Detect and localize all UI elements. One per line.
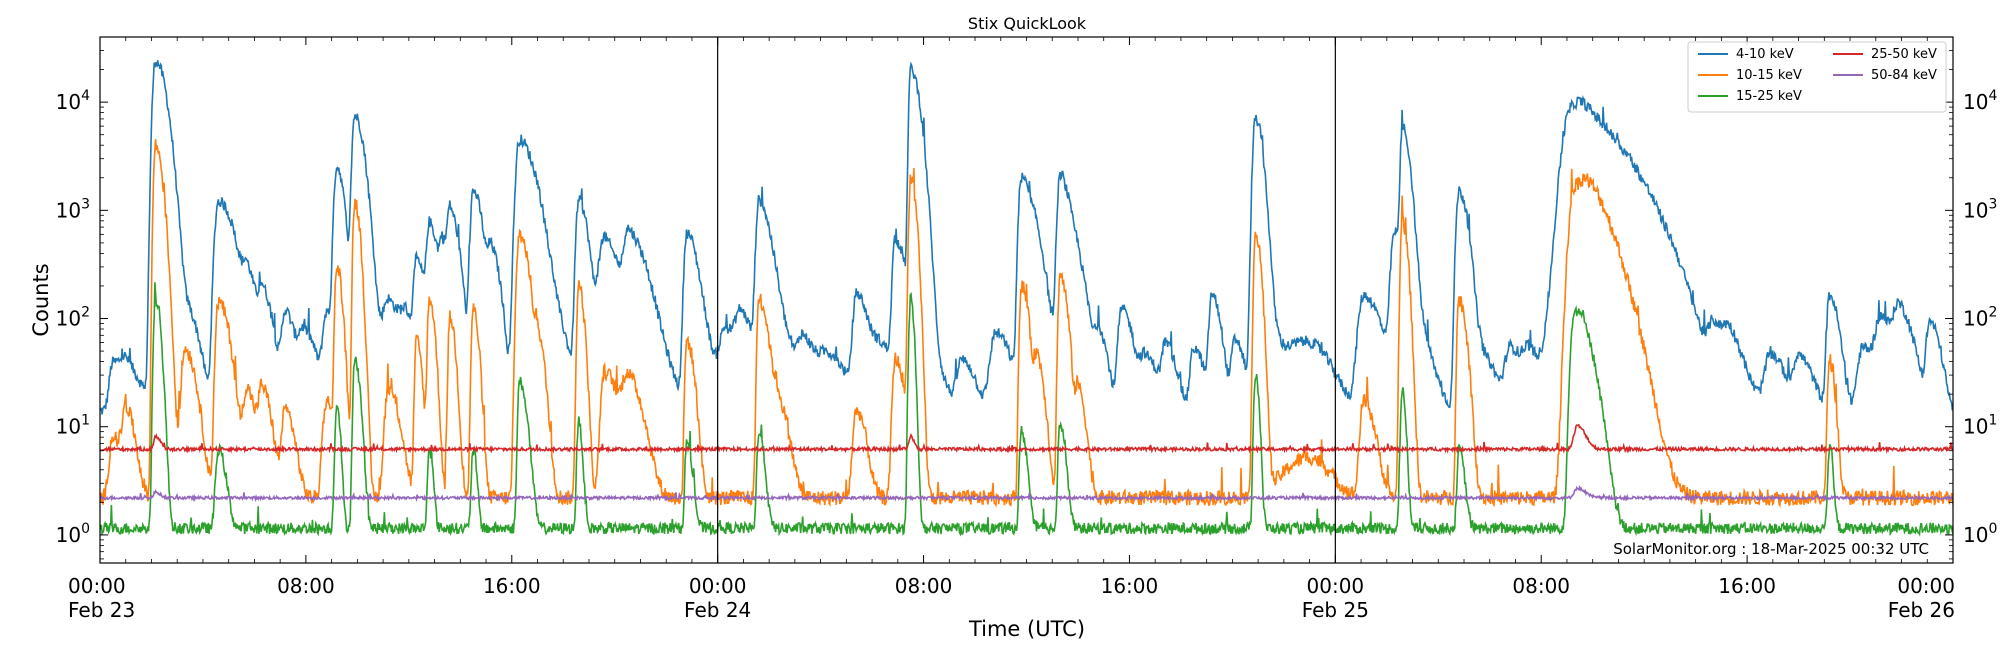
y-tick-label-right: 102 [1963, 305, 1997, 331]
series-line-15-25-kev [100, 282, 1953, 537]
x-tick-label-date: Feb 24 [684, 598, 751, 622]
x-tick-label-time: 08:00 [1512, 574, 1570, 598]
chart-title: Stix QuickLook [968, 14, 1087, 33]
y-tick-label-right: 104 [1963, 88, 1997, 114]
credit-text: SolarMonitor.org : 18-Mar-2025 00:32 UTC [1613, 540, 1929, 558]
x-tick-label-time: 16:00 [1718, 574, 1776, 598]
legend-box [1687, 41, 1947, 113]
legend-label-25-50-kev: 25-50 keV [1871, 47, 1937, 62]
series-line-50-84-kev [100, 484, 1953, 503]
series-line-25-50-kev [100, 423, 1953, 454]
x-tick-label-time: 08:00 [277, 574, 335, 598]
x-tick-label-date: Feb 26 [1888, 598, 1955, 622]
series-line-4-10-kev [100, 60, 1953, 415]
y-tick-label-left: 104 [56, 88, 90, 114]
y-tick-label-right: 100 [1963, 521, 1997, 547]
legend: 4-10 keV 10-15 keV 15-25 keV 25-50 keV 50-84… [1687, 41, 1947, 113]
series-line-10-15-kev [100, 139, 1953, 508]
x-tick-label-time: 08:00 [895, 574, 953, 598]
legend-label-15-25-kev: 15-25 keV [1736, 89, 1802, 104]
x-axis-label: Time (UTC) [968, 617, 1085, 641]
y-tick-label-left: 102 [56, 305, 90, 331]
y-tick-label-right: 103 [1963, 196, 1997, 222]
x-tick-label-time: 00:00 [1897, 574, 1955, 598]
day-dividers [717, 37, 1336, 563]
y-tick-label-left: 101 [56, 413, 90, 439]
series-layer [100, 60, 1953, 537]
y-tick-label-left: 100 [56, 521, 90, 547]
x-tick-label-date: Feb 23 [68, 598, 135, 622]
y-tick-label-right: 101 [1963, 413, 1997, 439]
x-tick-label-time: 16:00 [1101, 574, 1159, 598]
legend-label-50-84-kev: 50-84 keV [1871, 68, 1937, 83]
x-tick-label-date: Feb 25 [1302, 598, 1369, 622]
x-tick-label-time: 16:00 [483, 574, 541, 598]
x-tick-label-time: 00:00 [689, 574, 747, 598]
legend-label-10-15-kev: 10-15 keV [1736, 68, 1802, 83]
x-tick-label-time: 00:00 [1307, 574, 1365, 598]
y-tick-label-left: 103 [56, 196, 90, 222]
x-tick-label-time: 00:00 [68, 574, 126, 598]
y-axis-label: Counts [29, 263, 53, 336]
legend-label-4-10-kev: 4-10 keV [1736, 47, 1794, 62]
